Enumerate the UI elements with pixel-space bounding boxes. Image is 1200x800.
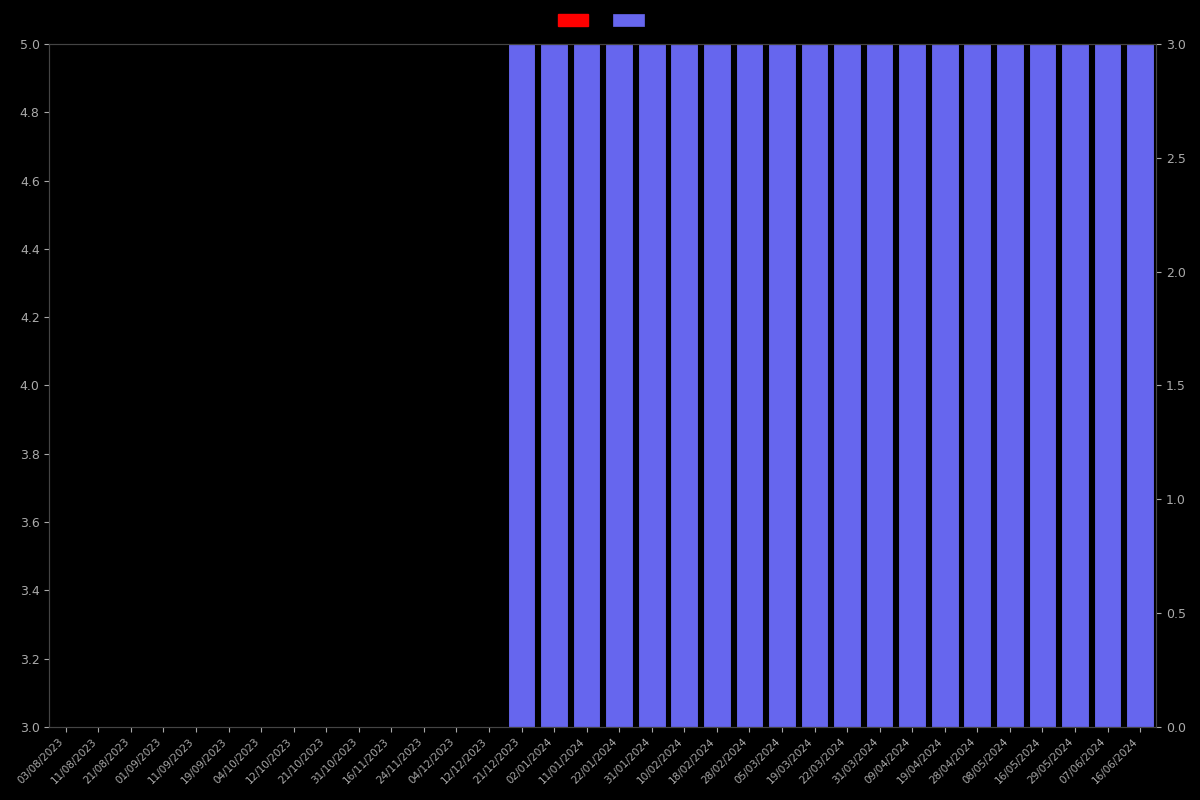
- Bar: [800, 44, 828, 727]
- Bar: [996, 44, 1024, 727]
- Bar: [572, 44, 600, 727]
- Bar: [866, 44, 894, 727]
- Legend: , : ,: [553, 10, 653, 32]
- Bar: [768, 44, 796, 727]
- Bar: [638, 44, 666, 727]
- Bar: [540, 44, 568, 727]
- Bar: [1093, 44, 1121, 727]
- Bar: [508, 44, 535, 727]
- Bar: [605, 44, 634, 727]
- Bar: [671, 44, 698, 727]
- Bar: [1061, 44, 1088, 727]
- Bar: [736, 44, 763, 727]
- Bar: [1028, 44, 1056, 727]
- Bar: [703, 44, 731, 727]
- Bar: [1127, 44, 1154, 727]
- Bar: [931, 44, 959, 727]
- Bar: [964, 44, 991, 727]
- Bar: [833, 44, 860, 727]
- Bar: [899, 44, 926, 727]
